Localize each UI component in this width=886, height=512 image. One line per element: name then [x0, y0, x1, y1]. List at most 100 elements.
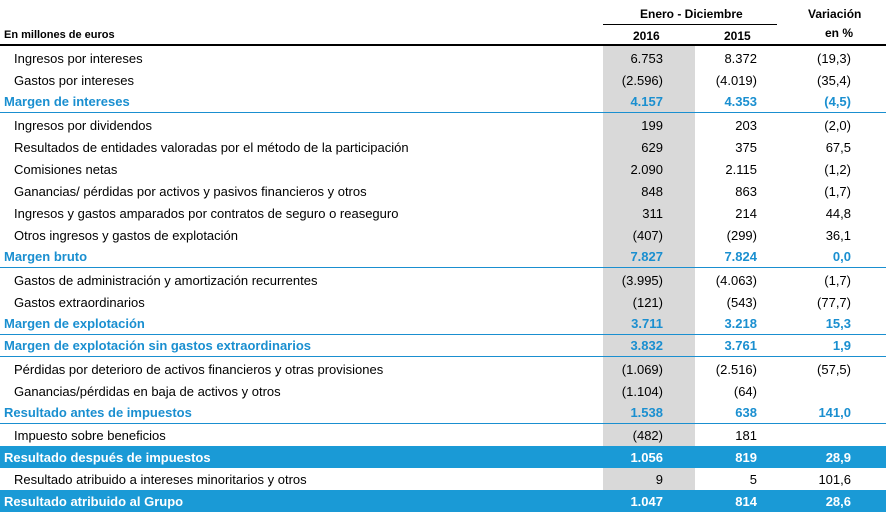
value-2015: 638	[735, 405, 757, 420]
value-2016: 848	[641, 183, 663, 199]
row-label: Margen de explotación	[4, 316, 145, 331]
row-label: Resultados de entidades valoradas por el…	[14, 139, 409, 155]
value-2016: 311	[642, 205, 663, 221]
row-label: Otros ingresos y gastos de explotación	[14, 227, 239, 243]
table-row: Resultados de entidades valoradas por el…	[0, 136, 886, 158]
table-row: Ingresos por intereses 6.753 8.372 (19,3…	[0, 47, 886, 69]
table-row: Comisiones netas 2.090 2.115 (1,2)	[0, 158, 886, 180]
variation-value: 36,1	[825, 227, 851, 243]
subtotal-row: Margen bruto 7.827 7.824 0,0	[0, 246, 886, 268]
value-2016: (1.069)	[621, 361, 663, 377]
table-row: Ganancias/ pérdidas por activos y pasivo…	[0, 180, 886, 202]
value-2015: 214	[735, 205, 757, 221]
year-2015-header: 2015	[724, 29, 751, 43]
value-2016: 7.827	[630, 249, 663, 264]
subtotal-row: Margen de explotación 3.711 3.218 15,3	[0, 313, 886, 335]
value-2015: 2.115	[725, 161, 757, 177]
variation-value: 67,5	[825, 139, 851, 155]
variation-value: (19,3)	[817, 50, 851, 66]
row-label: Margen de explotación sin gastos extraor…	[4, 338, 312, 353]
header-bottom-rule	[0, 44, 886, 46]
variation-value: 15,3	[825, 316, 851, 331]
value-2015: 3.218	[724, 316, 757, 331]
table-row: Impuesto sobre beneficios (482) 181	[0, 424, 886, 446]
variation-value: (4,5)	[824, 94, 851, 109]
value-2015: (299)	[726, 227, 757, 243]
row-label: Gastos de administración y amortización …	[14, 272, 318, 288]
value-2015: 3.761	[724, 338, 757, 353]
value-2015: (2.516)	[715, 361, 757, 377]
variation-unit-header: en %	[825, 26, 854, 40]
variation-value: (2,0)	[824, 117, 851, 133]
table-row: Gastos de administración y amortización …	[0, 269, 886, 291]
value-2016: (2.596)	[621, 72, 663, 88]
variation-value: 1,9	[832, 338, 851, 353]
row-label: Impuesto sobre beneficios	[14, 427, 166, 443]
value-2015: 5	[749, 471, 757, 487]
value-2015: (543)	[726, 294, 757, 310]
table-row: Gastos por intereses (2.596) (4.019) (35…	[0, 69, 886, 91]
subtotal-row: Margen de intereses 4.157 4.353 (4,5)	[0, 91, 886, 113]
variation-value: 28,6	[825, 493, 851, 509]
variation-value: 101,6	[818, 471, 851, 487]
band-row: Resultado atribuido al Grupo 1.047 814 2…	[0, 490, 886, 512]
period-underline	[603, 24, 777, 25]
row-label: Comisiones netas	[14, 161, 118, 177]
value-2015: 819	[735, 449, 757, 465]
row-label: Margen bruto	[4, 249, 88, 264]
value-2016: 3.711	[631, 316, 663, 331]
row-label: Ingresos por intereses	[14, 50, 143, 66]
band-row: Resultado después de impuestos 1.056 819…	[0, 446, 886, 468]
year-2016-header: 2016	[633, 29, 660, 43]
value-2016: 1.047	[630, 493, 663, 509]
table-row: Ingresos por dividendos 199 203 (2,0)	[0, 114, 886, 136]
row-label: Resultado atribuido a intereses minorita…	[14, 471, 307, 487]
table-row: Pérdidas por deterioro de activos financ…	[0, 358, 886, 380]
variation-value: (77,7)	[817, 294, 851, 310]
table-row: Resultado atribuido a intereses minorita…	[0, 468, 886, 490]
variation-header: Variación	[808, 7, 862, 21]
value-2016: (121)	[632, 294, 663, 310]
value-2015: (4.063)	[715, 272, 757, 288]
period-header: Enero - Diciembre	[640, 7, 743, 21]
table-row: Ingresos y gastos amparados por contrato…	[0, 202, 886, 224]
value-2016: 6.753	[630, 50, 663, 66]
value-2015: 814	[735, 493, 757, 509]
row-label: Resultado antes de impuestos	[4, 405, 192, 420]
value-2015: 7.824	[724, 249, 757, 264]
table-row: Otros ingresos y gastos de explotación (…	[0, 224, 886, 246]
row-label: Ingresos por dividendos	[14, 117, 153, 133]
value-2016: 9	[655, 471, 663, 487]
value-2016: 1.538	[630, 405, 663, 420]
variation-value: (1,7)	[824, 183, 851, 199]
highlight-column-2016	[603, 45, 695, 512]
row-label: Resultado atribuido al Grupo	[4, 493, 184, 509]
subtotal-row: Resultado antes de impuestos 1.538 638 1…	[0, 402, 886, 424]
value-2016: 199	[641, 117, 663, 133]
subtotal-row: Margen de explotación sin gastos extraor…	[0, 335, 886, 357]
row-label: Resultado después de impuestos	[4, 449, 211, 465]
value-2016: 1.056	[630, 449, 663, 465]
row-label: Ganancias/pérdidas en baja de activos y …	[14, 383, 281, 399]
row-label: Margen de intereses	[4, 94, 130, 109]
value-2015: (64)	[733, 383, 757, 399]
variation-value: (1,7)	[824, 272, 851, 288]
value-2015: (4.019)	[715, 72, 757, 88]
value-2015: 181	[735, 427, 757, 443]
value-2016: 629	[641, 139, 663, 155]
variation-value: (35,4)	[817, 72, 851, 88]
table-row: Ganancias/pérdidas en baja de activos y …	[0, 380, 886, 402]
value-2016: (482)	[632, 427, 663, 443]
value-2016: (1.104)	[621, 383, 663, 399]
units-label: En millones de euros	[4, 29, 115, 41]
row-label: Gastos extraordinarios	[14, 294, 145, 310]
variation-value: 0,0	[832, 249, 851, 264]
value-2016: 2.090	[630, 161, 663, 177]
value-2015: 8.372	[724, 50, 757, 66]
row-label: Pérdidas por deterioro de activos financ…	[14, 361, 384, 377]
variation-value: 28,9	[825, 449, 851, 465]
value-2015: 4.353	[724, 94, 757, 109]
value-2015: 863	[735, 183, 757, 199]
value-2015: 203	[735, 117, 757, 133]
